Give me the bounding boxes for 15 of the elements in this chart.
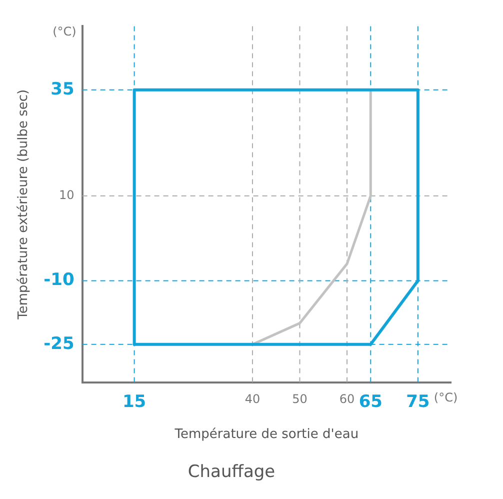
x-tick-label: 60 <box>339 392 355 406</box>
x-tick-label: 40 <box>244 392 260 406</box>
x-tick-label: 75 <box>406 392 430 412</box>
x-axis-title: Température de sortie d'eau <box>174 427 359 442</box>
text: (°C) <box>434 390 458 405</box>
y-axis-title: Température extérieure (bulbe sec) <box>16 89 32 320</box>
y-tick-label: 35 <box>50 79 74 100</box>
x-tick-label: 65 <box>358 392 382 412</box>
text: (°C) <box>52 24 76 38</box>
y-tick-label: -10 <box>44 270 74 290</box>
y-tick-label: 10 <box>59 188 74 202</box>
x-tick-label: 50 <box>292 392 308 406</box>
x-tick-label: 15 <box>122 392 146 412</box>
text: Chauffage <box>188 462 276 482</box>
y-tick-label: -25 <box>44 334 74 354</box>
